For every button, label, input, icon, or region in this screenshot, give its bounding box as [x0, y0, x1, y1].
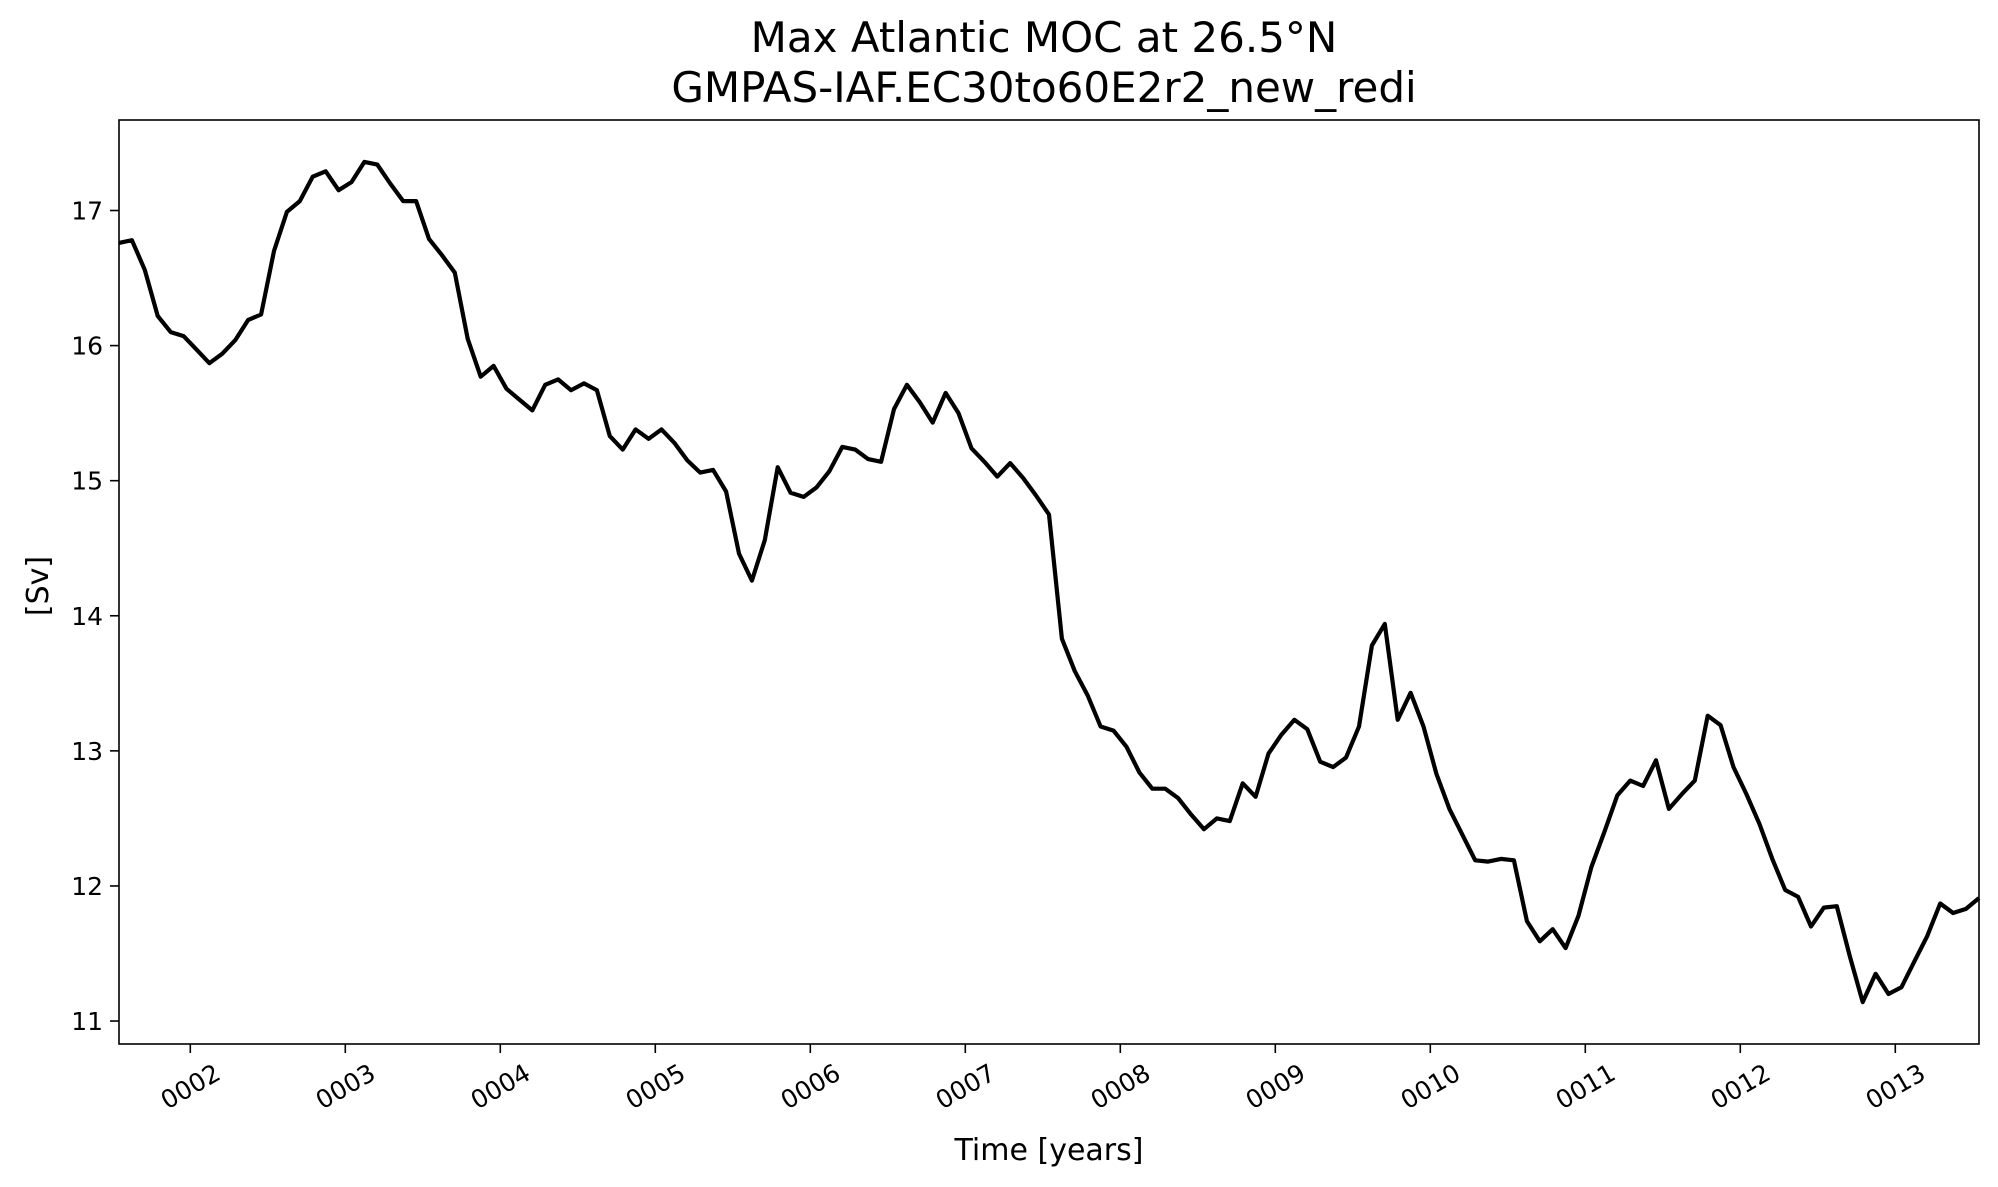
y-tick-label: 13: [71, 737, 103, 766]
y-tick-label: 17: [71, 197, 103, 226]
x-tick-label: 0002: [156, 1058, 226, 1115]
x-tick-label: 0007: [931, 1058, 1001, 1115]
x-axis-ticks: 0002 0003 0004 0005 0006 0007 0008 0009 0010 0011…: [156, 1044, 1931, 1115]
y-tick-label: 11: [71, 1007, 103, 1036]
series-line: [118, 159, 1981, 1005]
y-tick-label: 14: [71, 602, 103, 631]
x-tick-label: 0004: [466, 1058, 536, 1115]
x-tick-label: 0003: [311, 1058, 381, 1115]
x-tick-label: 0006: [776, 1058, 846, 1115]
y-axis-label: [Sv]: [21, 556, 56, 616]
y-axis-ticks: 11 12 13 14 15 16 17: [71, 197, 119, 1036]
x-tick-label: 0012: [1706, 1058, 1776, 1115]
y-tick-label: 15: [71, 467, 103, 496]
x-axis-label: Time [years]: [954, 1133, 1144, 1168]
x-tick-label: 0010: [1396, 1058, 1466, 1115]
plot-area: [119, 120, 1979, 1044]
x-tick-label: 0005: [621, 1058, 691, 1115]
x-tick-label: 0011: [1551, 1058, 1621, 1115]
x-tick-label: 0013: [1861, 1058, 1931, 1115]
y-tick-label: 12: [71, 872, 103, 901]
y-tick-label: 16: [71, 332, 103, 361]
x-tick-label: 0008: [1086, 1058, 1156, 1115]
x-tick-label: 0009: [1241, 1058, 1311, 1115]
chart-title: Max Atlantic MOC at 26.5°N: [751, 13, 1338, 62]
plot-frame: [118, 119, 1980, 1045]
chart-subtitle: GMPAS-IAF.EC30to60E2r2_new_redi: [671, 63, 1416, 112]
